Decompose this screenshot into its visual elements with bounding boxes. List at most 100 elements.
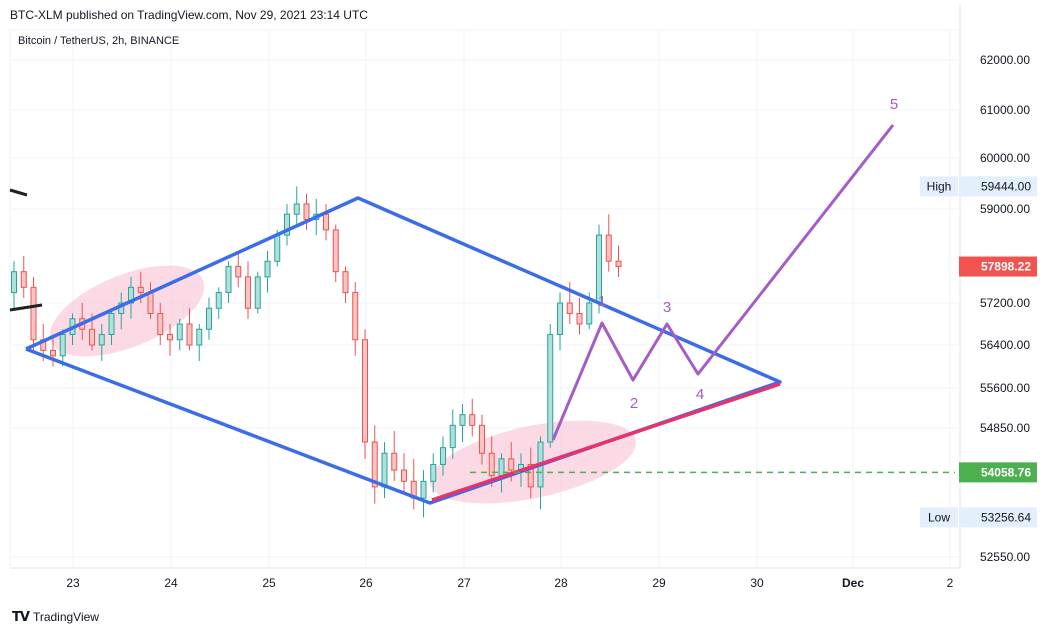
candle-body[interactable] <box>547 334 554 443</box>
candle-body[interactable] <box>576 313 583 325</box>
candle-body[interactable] <box>157 313 164 335</box>
candle-body[interactable] <box>449 424 456 449</box>
price-label-value: 54058.76 <box>981 465 1031 479</box>
candle-body[interactable] <box>274 234 281 262</box>
y-tick-label: 59000.00 <box>980 202 1030 216</box>
candle-body[interactable] <box>176 323 183 341</box>
publish-info: BTC-XLM published on TradingView.com, No… <box>10 8 368 22</box>
y-tick-label: 61000.00 <box>980 103 1030 117</box>
candle-body[interactable] <box>527 463 534 488</box>
candle-body[interactable] <box>206 307 212 330</box>
price-label-box <box>959 176 1037 197</box>
candle-body[interactable] <box>254 276 261 309</box>
candle-body[interactable] <box>566 302 573 314</box>
price-label-name: Low <box>928 510 950 524</box>
candle-body[interactable] <box>615 260 622 268</box>
symbol-title: Bitcoin / TetherUS, 2h, BINANCE <box>18 35 180 47</box>
candle-body[interactable] <box>11 271 17 294</box>
candle-body[interactable] <box>352 292 359 341</box>
y-tick-label: 62000.00 <box>980 53 1030 67</box>
candle-body[interactable] <box>371 441 378 488</box>
candle-body[interactable] <box>196 328 203 346</box>
x-tick-label: 2 <box>947 576 954 590</box>
candle-body[interactable] <box>293 203 300 215</box>
footer-brand-label: TradingView <box>32 610 99 624</box>
candle-body[interactable] <box>459 414 466 426</box>
candle-body[interactable] <box>332 229 339 273</box>
candle-body[interactable] <box>50 349 56 357</box>
candle-body[interactable] <box>235 265 242 278</box>
diamond-pattern-line <box>25 196 782 505</box>
wave-label: 5 <box>890 96 898 113</box>
x-tick-label: 24 <box>164 576 178 590</box>
tradingview-logo-icon: 𝗧𝗩 <box>12 609 30 624</box>
candle-body[interactable] <box>30 286 37 341</box>
candle-body[interactable] <box>391 452 398 471</box>
candle-body[interactable] <box>20 271 27 288</box>
candle-body[interactable] <box>605 234 612 262</box>
wave-label: 4 <box>696 386 704 403</box>
price-label-box <box>959 256 1037 277</box>
price-label-name: High <box>927 179 952 193</box>
x-tick-label: 29 <box>652 576 666 590</box>
candle-body[interactable] <box>215 292 222 309</box>
candle-body[interactable] <box>381 452 388 488</box>
wave-label: 2 <box>630 395 638 412</box>
drawing-line <box>9 303 43 312</box>
candle-body[interactable] <box>323 213 329 231</box>
candle-body[interactable] <box>488 452 495 477</box>
candle-body[interactable] <box>557 302 563 335</box>
candle-body[interactable] <box>401 469 407 482</box>
candle-body[interactable] <box>264 260 271 278</box>
x-tick-label: 26 <box>359 576 373 590</box>
candle-body[interactable] <box>167 334 173 341</box>
candle-body[interactable] <box>108 313 115 335</box>
x-tick-label: 30 <box>750 576 764 590</box>
y-tick-label: 54850.00 <box>980 421 1030 435</box>
candle-body[interactable] <box>430 463 437 482</box>
candle-body[interactable] <box>186 323 193 346</box>
price-label-box <box>959 462 1037 483</box>
candle-body[interactable] <box>508 458 515 471</box>
candle-body[interactable] <box>137 286 144 294</box>
candle-body[interactable] <box>284 213 290 236</box>
drawing-line <box>9 188 28 197</box>
y-tick-label: 55600.00 <box>980 381 1030 395</box>
candle-body[interactable] <box>59 334 66 357</box>
wave-label: 1 <box>598 293 606 310</box>
candle-body[interactable] <box>420 480 427 499</box>
candle-body[interactable] <box>479 424 485 454</box>
x-tick-label: 28 <box>554 576 568 590</box>
x-tick-label: 23 <box>66 576 80 590</box>
candle-body[interactable] <box>469 414 476 426</box>
elliott-wave-path <box>551 124 895 441</box>
wave-label: 3 <box>663 299 671 316</box>
price-label-box <box>959 507 1037 528</box>
price-label-value: 57898.22 <box>981 260 1031 274</box>
price-label-tag <box>920 507 958 528</box>
support-trendline <box>431 382 781 502</box>
candle-body[interactable] <box>89 328 95 346</box>
candle-body[interactable] <box>362 339 368 443</box>
candle-body[interactable] <box>147 292 154 314</box>
y-tick-label: 57200.00 <box>980 296 1030 310</box>
x-tick-label: 25 <box>262 576 276 590</box>
x-tick-label: 27 <box>457 576 471 590</box>
candle-body[interactable] <box>245 276 251 309</box>
candle-body[interactable] <box>303 203 310 220</box>
footer-branding[interactable]: 𝗧𝗩 TradingView <box>12 609 99 625</box>
candle-body[interactable] <box>440 447 446 465</box>
price-label-value: 59444.00 <box>981 179 1031 193</box>
price-label-tag <box>920 176 958 197</box>
y-tick-label: 52550.00 <box>980 550 1030 564</box>
candle-body[interactable] <box>225 265 232 294</box>
y-tick-label: 56400.00 <box>980 338 1030 352</box>
candle-body[interactable] <box>98 334 105 346</box>
candle-body[interactable] <box>586 302 593 325</box>
candle-body[interactable] <box>498 458 505 477</box>
highlight-ellipse <box>430 420 636 504</box>
highlight-ellipse <box>49 265 205 357</box>
price-label-value: 53256.64 <box>981 510 1031 524</box>
candle-body[interactable] <box>342 271 349 294</box>
